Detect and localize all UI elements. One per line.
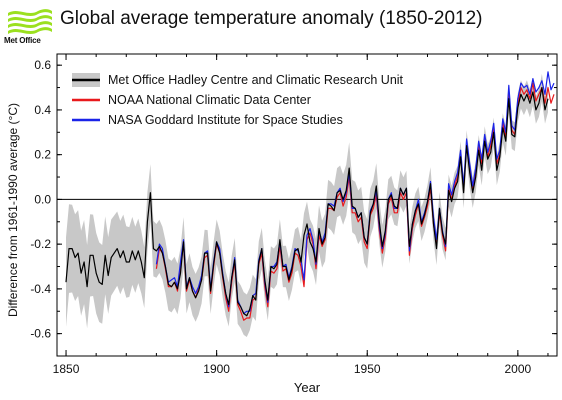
y-tick-label: -0.4 <box>30 282 51 296</box>
x-tick-label: 1900 <box>203 362 230 376</box>
legend-entry-nasa: NASA Goddard Institute for Space Studies <box>108 113 343 127</box>
series-line-hadcrut <box>65 86 549 317</box>
y-tick-label: 0.4 <box>34 103 51 117</box>
y-tick-label: 0.2 <box>34 148 51 162</box>
uncertainty-band-layer <box>66 73 548 338</box>
met-office-logo-icon <box>8 9 52 34</box>
x-tick-label: 1850 <box>53 362 80 376</box>
y-tick-label: -0.2 <box>30 237 51 251</box>
y-tick-label: -0.6 <box>30 327 51 341</box>
x-axis-label: Year <box>294 380 321 395</box>
series-layer <box>65 71 555 321</box>
y-tick-label: 0.0 <box>34 192 51 206</box>
axes-layer: -0.6 -0.4 -0.2 0.0 0.2 0.4 0.6 1850 1900 1950 2000 <box>30 53 558 376</box>
x-tick-label: 1950 <box>354 362 381 376</box>
chart-title: Global average temperature anomaly (1850… <box>60 8 483 29</box>
legend-entry-hadcrut: Met Office Hadley Centre and Climatic Re… <box>108 73 404 87</box>
logo-text: Met Office <box>4 36 41 45</box>
legend: Met Office Hadley Centre and Climatic Re… <box>72 73 404 127</box>
legend-entry-noaa: NOAA National Climatic Data Center <box>108 93 311 107</box>
y-tick-label: 0.6 <box>34 58 51 72</box>
x-tick-label: 2000 <box>504 362 531 376</box>
y-axis-label: Difference from 1961-1990 average (°C) <box>6 103 20 317</box>
chart-header: Met Office Global average temperature an… <box>0 0 562 48</box>
uncertainty-band <box>66 73 548 338</box>
